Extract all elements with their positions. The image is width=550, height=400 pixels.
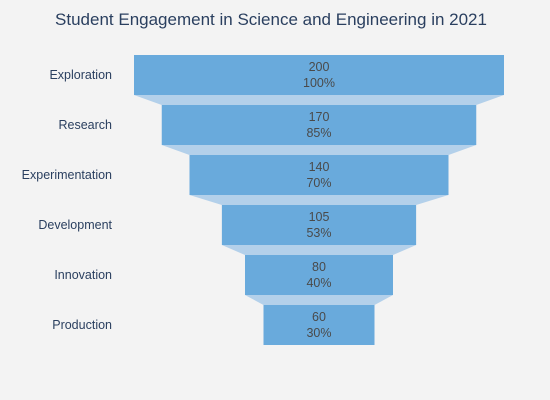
value-label: 105 — [309, 210, 330, 224]
funnel-connector — [189, 195, 449, 205]
percent-label: 70% — [306, 176, 331, 190]
funnel-bar[interactable] — [189, 155, 449, 195]
funnel-connector — [134, 95, 504, 105]
funnel-connector — [221, 245, 417, 255]
funnel-bar[interactable] — [161, 105, 477, 145]
percent-label: 30% — [306, 326, 331, 340]
value-label: 200 — [309, 60, 330, 74]
funnel-connector — [161, 145, 477, 155]
value-label: 170 — [309, 110, 330, 124]
percent-label: 53% — [306, 226, 331, 240]
funnel-bar[interactable] — [221, 205, 417, 245]
funnel-bar[interactable] — [134, 55, 504, 95]
chart-title: Student Engagement in Science and Engine… — [55, 10, 487, 29]
percent-label: 40% — [306, 276, 331, 290]
funnel-bar[interactable] — [263, 305, 375, 345]
value-label: 140 — [309, 160, 330, 174]
stage-label: Experimentation — [22, 168, 112, 182]
stage-label: Production — [52, 318, 112, 332]
stage-label: Development — [38, 218, 112, 232]
stage-label: Exploration — [49, 68, 112, 82]
stage-label: Innovation — [54, 268, 112, 282]
percent-label: 100% — [303, 76, 335, 90]
funnel-connector — [245, 295, 393, 305]
value-label: 80 — [312, 260, 326, 274]
value-label: 60 — [312, 310, 326, 324]
funnel-bar[interactable] — [245, 255, 393, 295]
stage-label: Research — [59, 118, 113, 132]
percent-label: 85% — [306, 126, 331, 140]
